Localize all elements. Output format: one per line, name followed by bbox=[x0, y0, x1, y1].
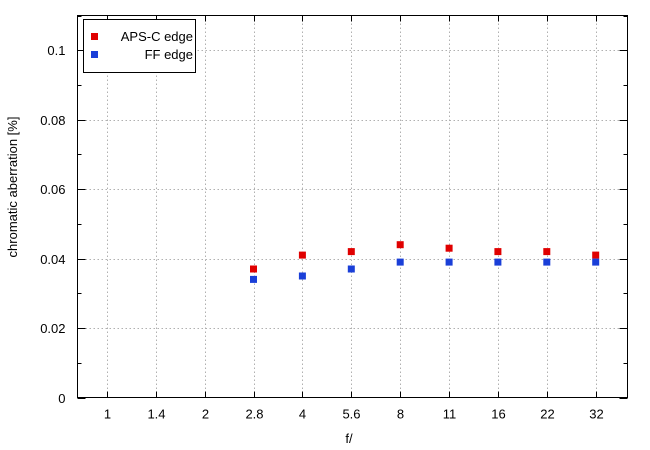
data-point-ff bbox=[250, 275, 257, 283]
y-tick-label: 0.04 bbox=[40, 252, 65, 267]
x-tick-label: 5.6 bbox=[342, 407, 360, 422]
data-point-ff bbox=[543, 258, 551, 266]
y-tick-label: 0.1 bbox=[47, 43, 65, 58]
axis-ticks bbox=[77, 15, 628, 399]
x-tick-label: 22 bbox=[540, 407, 554, 422]
data-point-ff bbox=[445, 258, 453, 266]
x-tick-label: 11 bbox=[443, 407, 457, 422]
data-point-aps-c bbox=[494, 248, 502, 256]
data-point-aps-c bbox=[298, 251, 306, 259]
y-tick-label: 0.06 bbox=[40, 182, 65, 197]
data-point-ff bbox=[592, 258, 600, 266]
x-tick-label: 2 bbox=[202, 407, 209, 422]
data-point-aps-c bbox=[445, 244, 453, 252]
x-tick-label: 8 bbox=[397, 407, 404, 422]
data-point-aps-c bbox=[250, 265, 257, 273]
y-tick-label: 0.08 bbox=[40, 113, 65, 128]
y-tick-label: 0.02 bbox=[40, 321, 65, 336]
x-tick-label: 32 bbox=[589, 407, 603, 422]
data-point-ff bbox=[396, 258, 404, 266]
x-tick-label: 4 bbox=[299, 407, 306, 422]
plot-frame bbox=[77, 15, 628, 398]
data-point-aps-c bbox=[592, 251, 600, 259]
data-point-aps-c bbox=[543, 248, 551, 256]
legend-box bbox=[83, 19, 196, 73]
data-points bbox=[250, 241, 600, 283]
x-tick-label: 16 bbox=[491, 407, 505, 422]
data-point-ff bbox=[347, 265, 355, 273]
y-axis-title: chromatic aberration [%] bbox=[5, 117, 20, 258]
x-tick-label: 1 bbox=[104, 407, 111, 422]
legend: APS-C edge FF edge bbox=[83, 19, 196, 73]
legend-label-aps-c: APS-C edge bbox=[121, 29, 193, 44]
x-tick-label: 1.4 bbox=[147, 407, 165, 422]
legend-marker-ff bbox=[91, 51, 98, 58]
x-axis-title: f/ bbox=[345, 431, 353, 446]
data-point-aps-c bbox=[396, 241, 404, 249]
y-tick-labels: 0 0.02 0.04 0.06 0.08 0.1 bbox=[40, 43, 65, 406]
data-point-aps-c bbox=[347, 248, 355, 256]
x-tick-label: 2.8 bbox=[245, 407, 263, 422]
legend-marker-aps-c bbox=[91, 33, 98, 40]
data-point-ff bbox=[494, 258, 502, 266]
x-tick-labels: 1 1.4 2 2.8 4 5.6 8 11 16 22 32 bbox=[104, 407, 604, 422]
y-tick-label: 0 bbox=[58, 391, 65, 406]
data-point-ff bbox=[298, 272, 306, 280]
legend-label-ff: FF edge bbox=[145, 47, 193, 62]
